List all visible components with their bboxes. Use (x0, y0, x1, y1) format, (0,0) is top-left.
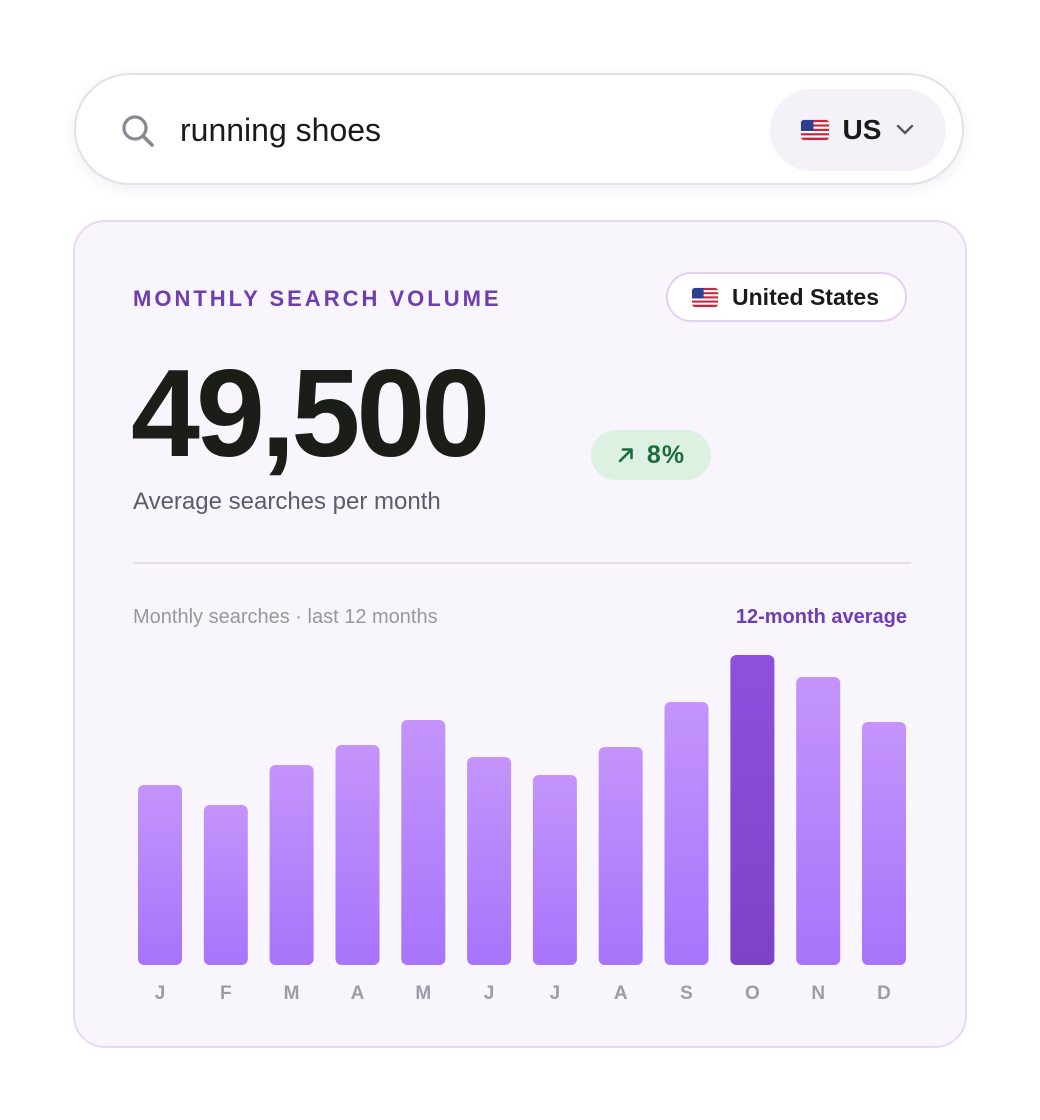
bar-2[interactable] (203, 805, 248, 965)
bar-11[interactable] (796, 677, 841, 965)
month-label-9: S (680, 983, 693, 1004)
bar-7[interactable] (532, 775, 577, 965)
divider (133, 562, 911, 564)
month-label-7: J (550, 983, 561, 1004)
bar-1[interactable] (138, 785, 182, 965)
change-badge: 8% (591, 430, 711, 480)
us-flag-icon (800, 120, 829, 140)
search-volume-card: MONTHLY SEARCH VOLUME United States 49,5… (73, 220, 967, 1048)
bar-4[interactable] (335, 745, 380, 965)
month-label-5: M (415, 983, 431, 1004)
bar-12[interactable] (862, 722, 906, 965)
month-label-8: A (614, 983, 628, 1004)
month-label-12: D (877, 983, 891, 1004)
chart-caption: Monthly searches · last 12 months (133, 606, 438, 628)
search-icon (122, 115, 154, 147)
month-label-2: F (220, 983, 232, 1004)
month-label-10: O (745, 983, 760, 1004)
region-label: United States (732, 283, 879, 310)
bar-5[interactable] (401, 720, 446, 965)
month-label-1: J (155, 983, 166, 1004)
region-badge[interactable]: United States (666, 272, 907, 322)
bar-3[interactable] (269, 765, 314, 965)
bar-10[interactable] (730, 655, 775, 965)
month-label-4: A (351, 983, 365, 1004)
arrow-up-right-icon (618, 448, 633, 463)
bar-9[interactable] (664, 702, 709, 965)
month-label-3: M (284, 983, 300, 1004)
volume-subtitle: Average searches per month (133, 488, 441, 515)
country-code: US (842, 114, 882, 145)
chart-legend-average[interactable]: 12-month average (735, 606, 907, 628)
search-bar[interactable]: US (74, 73, 964, 185)
country-select[interactable]: US (770, 89, 946, 171)
card-title: MONTHLY SEARCH VOLUME (133, 286, 502, 311)
bar-8[interactable] (598, 747, 643, 965)
month-label-6: J (484, 983, 495, 1004)
search-volume-value: 49,500 (131, 345, 490, 483)
us-flag-icon (692, 287, 719, 307)
change-value: 8% (646, 440, 686, 469)
bar-6[interactable] (467, 757, 512, 965)
search-input[interactable] (180, 101, 740, 159)
chevron-down-icon (897, 124, 914, 135)
month-label-11: N (811, 983, 825, 1004)
